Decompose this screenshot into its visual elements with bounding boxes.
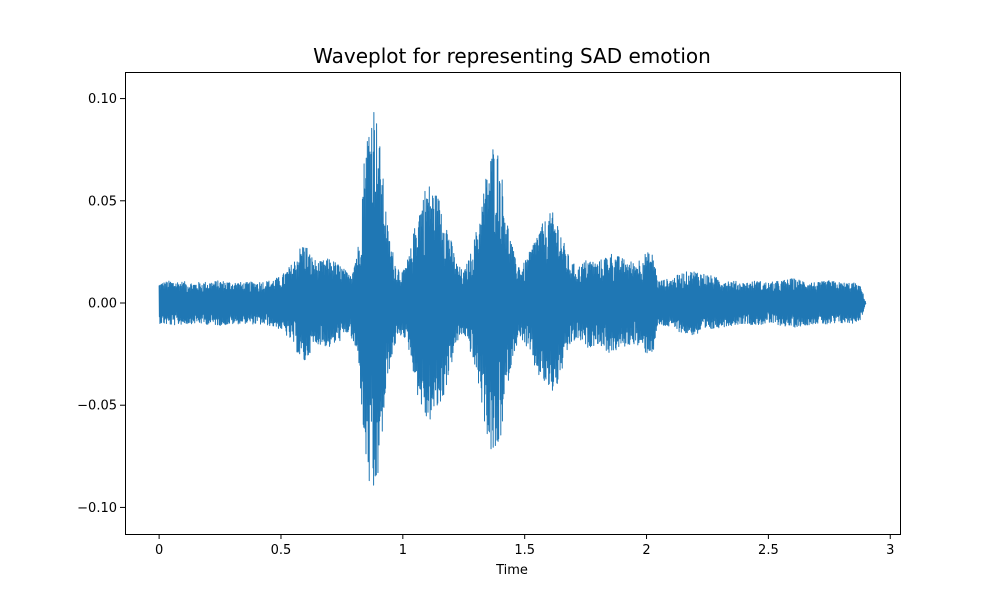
x-tick-label: 2.5 xyxy=(758,543,779,558)
y-tick-label: −0.05 xyxy=(77,399,117,414)
plot-frame xyxy=(125,72,901,535)
x-axis-label: Time xyxy=(495,563,528,578)
x-tick-label: 2 xyxy=(642,543,650,558)
x-tick-label: 0.5 xyxy=(271,543,292,558)
y-tick-label: 0.10 xyxy=(88,92,117,107)
x-tick-label: 1 xyxy=(399,543,407,558)
y-tick-label: 0.00 xyxy=(88,297,117,312)
y-axis: −0.10 −0.05 0.00 0.05 0.10 xyxy=(77,92,125,516)
x-axis: 0 0.5 1 1.5 2 2.5 3 xyxy=(155,534,894,558)
y-tick-label: −0.10 xyxy=(77,501,117,516)
chart-title: Waveplot for representing SAD emotion xyxy=(313,44,711,68)
waveform-series xyxy=(158,111,867,486)
x-tick-label: 1.5 xyxy=(514,543,535,558)
x-tick-label: 3 xyxy=(886,543,894,558)
x-tick-label: 0 xyxy=(155,543,163,558)
y-tick-label: 0.05 xyxy=(88,194,117,209)
